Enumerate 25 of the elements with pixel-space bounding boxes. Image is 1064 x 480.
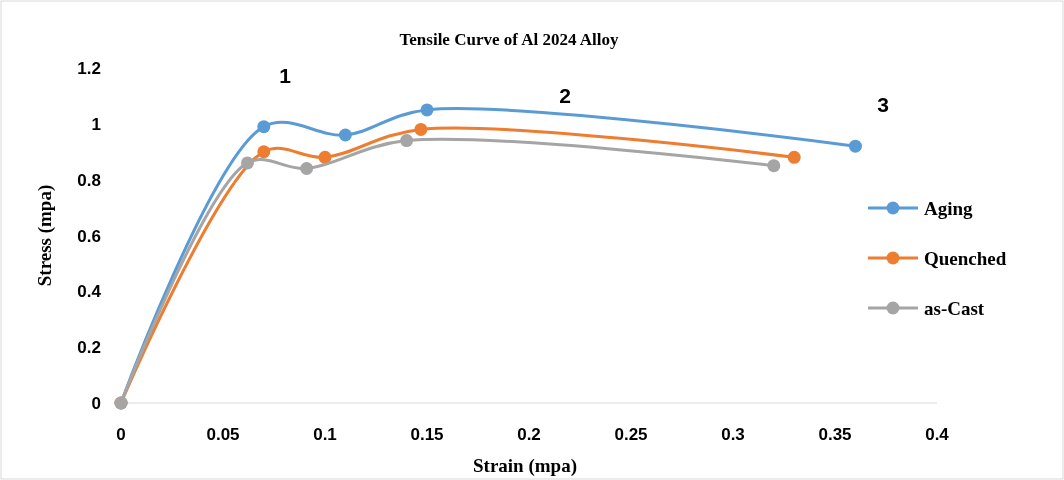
- x-tick-label: 0.15: [410, 425, 444, 444]
- y-axis-title: Stress (mpa): [34, 184, 56, 287]
- legend-label: Aging: [924, 198, 974, 219]
- x-tick-label: 0.25: [614, 425, 648, 444]
- y-tick-label: 0: [91, 394, 101, 413]
- y-tick-label: 0.8: [77, 170, 101, 190]
- y-tick-label: 0.2: [77, 338, 101, 358]
- x-axis-title: Strain (mpa): [473, 455, 577, 477]
- annotation: 1: [279, 64, 292, 87]
- x-tick-label: 0.4: [925, 425, 950, 444]
- y-tick-label: 0.6: [77, 226, 101, 246]
- legend-label: as-Cast: [924, 298, 985, 319]
- y-tick-label: 1.2: [77, 59, 101, 78]
- annotation: 2: [559, 84, 571, 107]
- x-tick-label: 0.05: [206, 425, 240, 444]
- x-tick-label: 0.2: [517, 425, 541, 444]
- y-tick-label: 0.4: [77, 282, 102, 302]
- x-tick-label: 0: [116, 425, 126, 444]
- x-tick-label: 0.3: [721, 425, 745, 444]
- legend-label: Quenched: [924, 248, 1007, 269]
- chart-title: Tensile Curve of Al 2024 Alloy: [399, 30, 619, 49]
- x-tick-label: 0.35: [818, 425, 852, 444]
- annotation: 3: [877, 93, 889, 116]
- x-tick-label: 0.1: [313, 425, 337, 444]
- y-tick-label: 1: [91, 114, 101, 134]
